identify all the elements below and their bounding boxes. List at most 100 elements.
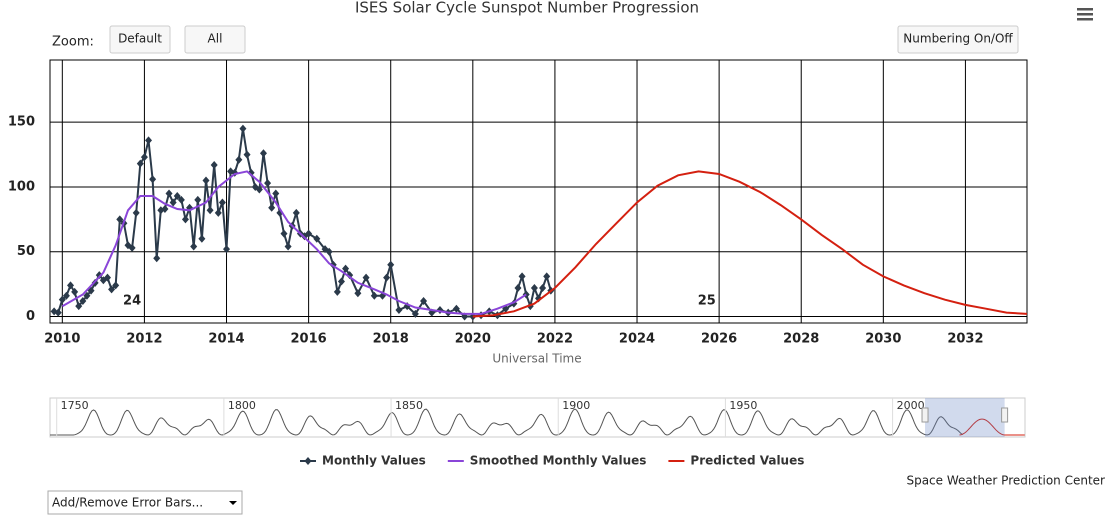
data-point bbox=[280, 229, 288, 238]
data-point bbox=[58, 295, 66, 304]
data-point bbox=[112, 281, 120, 290]
legend-label[interactable]: Predicted Values bbox=[690, 454, 804, 468]
y-tick-label: 150 bbox=[8, 115, 35, 130]
data-point bbox=[202, 176, 210, 185]
navigator-handle[interactable] bbox=[1001, 407, 1009, 423]
x-tick-label: 2024 bbox=[619, 332, 655, 347]
button-label: Default bbox=[118, 32, 162, 46]
x-tick-label: 2026 bbox=[701, 332, 737, 347]
data-point bbox=[177, 195, 185, 204]
data-point bbox=[128, 243, 136, 252]
navigator-label: 1900 bbox=[562, 399, 590, 412]
y-tick-label: 100 bbox=[8, 179, 35, 194]
data-point bbox=[452, 304, 460, 313]
data-point bbox=[108, 285, 116, 294]
navigator-label: 2000 bbox=[897, 399, 925, 412]
plot-frame bbox=[49, 59, 1028, 324]
legend-label[interactable]: Smoothed Monthly Values bbox=[470, 454, 647, 468]
x-tick-label: 2032 bbox=[947, 332, 983, 347]
navigator-series bbox=[50, 408, 964, 436]
data-point bbox=[140, 153, 148, 162]
cycle-label: 25 bbox=[698, 293, 716, 308]
data-point bbox=[136, 159, 144, 168]
navigator-label: 1850 bbox=[395, 399, 423, 412]
button-label: Numbering On/Off bbox=[903, 32, 1013, 46]
data-point bbox=[342, 264, 350, 273]
data-point bbox=[67, 281, 75, 290]
data-point bbox=[145, 136, 153, 145]
zoom-label: Zoom: bbox=[52, 35, 94, 50]
data-point bbox=[354, 289, 362, 298]
data-point bbox=[395, 306, 403, 315]
x-tick-label: 2022 bbox=[537, 332, 573, 347]
data-point bbox=[362, 273, 370, 282]
x-tick-label: 2012 bbox=[126, 332, 162, 347]
data-point bbox=[370, 291, 378, 300]
data-point bbox=[83, 291, 91, 300]
data-point bbox=[62, 291, 70, 300]
data-point bbox=[190, 242, 198, 251]
series-line bbox=[472, 170, 1028, 318]
x-tick-label: 2016 bbox=[291, 332, 327, 347]
data-point bbox=[264, 179, 272, 188]
data-point bbox=[124, 241, 132, 250]
credit: Space Weather Prediction Center bbox=[906, 474, 1105, 488]
x-axis-title: Universal Time bbox=[492, 352, 581, 366]
zoom-button[interactable]: All bbox=[184, 25, 246, 54]
cycle-label: 24 bbox=[123, 293, 141, 308]
legend-marker bbox=[304, 457, 312, 465]
error-bars-dropdown[interactable]: Add/Remove Error Bars... bbox=[47, 490, 243, 515]
legend-label[interactable]: Monthly Values bbox=[322, 454, 426, 468]
data-point bbox=[268, 203, 276, 212]
data-point bbox=[116, 215, 124, 224]
numbering-button[interactable]: Numbering On/Off bbox=[897, 25, 1019, 54]
data-point bbox=[71, 287, 79, 296]
data-point bbox=[173, 192, 181, 201]
data-point bbox=[165, 189, 173, 198]
navigator-label: 1750 bbox=[61, 399, 89, 412]
chart-title: ISES Solar Cycle Sunspot Number Progress… bbox=[355, 0, 699, 17]
x-tick-label: 2030 bbox=[865, 332, 901, 347]
data-point bbox=[420, 296, 428, 305]
data-point bbox=[259, 149, 267, 158]
data-point bbox=[292, 208, 300, 217]
data-point bbox=[530, 284, 538, 293]
data-point bbox=[305, 229, 313, 238]
data-point bbox=[206, 206, 214, 215]
data-point bbox=[198, 234, 206, 243]
dropdown-label: Add/Remove Error Bars... bbox=[52, 496, 203, 510]
data-point bbox=[518, 272, 526, 281]
data-point bbox=[103, 273, 111, 282]
button-label: All bbox=[208, 32, 223, 46]
data-point bbox=[223, 245, 231, 254]
data-point bbox=[543, 272, 551, 281]
data-point bbox=[239, 124, 247, 133]
data-point bbox=[337, 277, 345, 286]
data-point bbox=[272, 189, 280, 198]
x-tick-label: 2020 bbox=[455, 332, 491, 347]
menu-icon[interactable] bbox=[1077, 8, 1093, 21]
data-point bbox=[132, 208, 140, 217]
zoom-button[interactable]: Default bbox=[109, 25, 171, 54]
data-point bbox=[161, 204, 169, 213]
data-point bbox=[411, 309, 419, 318]
navigator-selection bbox=[925, 398, 1005, 437]
x-tick-label: 2014 bbox=[208, 332, 244, 347]
data-point bbox=[181, 215, 189, 224]
data-point bbox=[514, 284, 522, 293]
navigator-handle[interactable] bbox=[921, 407, 929, 423]
data-point bbox=[79, 296, 87, 305]
data-point bbox=[333, 287, 341, 296]
x-tick-label: 2018 bbox=[373, 332, 409, 347]
data-point bbox=[387, 260, 395, 269]
data-point bbox=[218, 198, 226, 207]
data-point bbox=[210, 160, 218, 169]
data-point bbox=[214, 208, 222, 217]
data-point bbox=[255, 185, 263, 194]
x-tick-label: 2028 bbox=[783, 332, 819, 347]
navigator-predicted bbox=[959, 418, 1025, 436]
data-point bbox=[75, 302, 83, 311]
data-point bbox=[313, 234, 321, 243]
data-point bbox=[243, 150, 251, 159]
data-point bbox=[149, 175, 157, 184]
